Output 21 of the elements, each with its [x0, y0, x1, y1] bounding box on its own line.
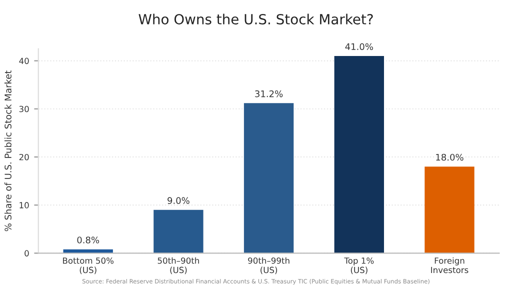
data-label: 18.0%: [436, 154, 464, 161]
y-tick-label: 10: [20, 202, 29, 208]
bar: [154, 210, 204, 254]
bar: [424, 166, 474, 254]
x-tick-label: 50th–90th (US): [158, 257, 199, 274]
y-tick-label: 20: [19, 154, 29, 160]
data-label: 0.8%: [77, 236, 100, 244]
bar: [244, 103, 294, 254]
x-tick-label: Bottom 50% (US): [63, 257, 114, 274]
data-label: 31.2%: [255, 90, 283, 98]
y-axis-title: % Share of U.S. Public Stock Market: [4, 70, 12, 232]
x-tick-label: Top 1% (US): [344, 257, 374, 274]
data-label: 41.0%: [345, 43, 373, 50]
chart-title: Who Owns the U.S. Stock Market?: [138, 14, 373, 24]
data-label: 9.0%: [168, 197, 190, 204]
y-tick-label: 40: [19, 58, 29, 64]
x-tick-label: 90th–99th (US): [248, 257, 290, 274]
y-tick-label: 0: [24, 250, 29, 256]
bar: [334, 56, 384, 254]
x-tick-label: Foreign Investors: [431, 257, 468, 274]
y-tick-label: 30: [19, 106, 29, 112]
